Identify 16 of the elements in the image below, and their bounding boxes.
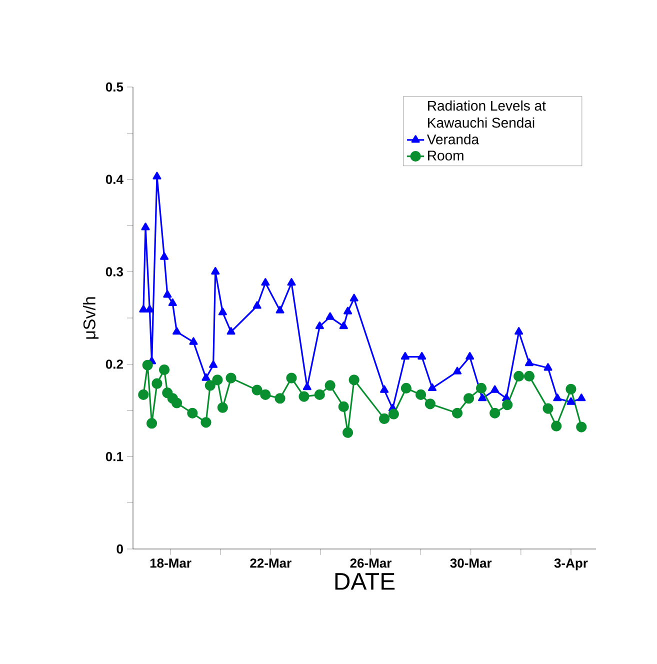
legend-title: Radiation Levels at Kawauchi Sendai (428, 100, 546, 128)
x-tick-label: 30-Mar (450, 558, 492, 568)
y-tick-label: 0.1 (106, 452, 124, 462)
legend-label: Room (428, 150, 464, 160)
x-tick-label: 22-Mar (250, 558, 292, 568)
y-tick-label: 0.2 (106, 360, 123, 369)
x-tick-label: 18-Mar (150, 558, 192, 568)
legend-label: Veranda (426, 134, 480, 144)
y-tick-label: 0.3 (106, 267, 123, 276)
y-tick-label: 0 (116, 544, 123, 554)
x-axis-title: DATE (335, 573, 395, 590)
x-tick-label: 26-Mar (350, 558, 392, 568)
y-tick-label: 0.5 (106, 82, 124, 92)
x-tick-label: 3-Apr (554, 558, 588, 570)
y-tick-label: 0.4 (106, 174, 124, 184)
y-axis-title: μSv/h (82, 297, 99, 339)
